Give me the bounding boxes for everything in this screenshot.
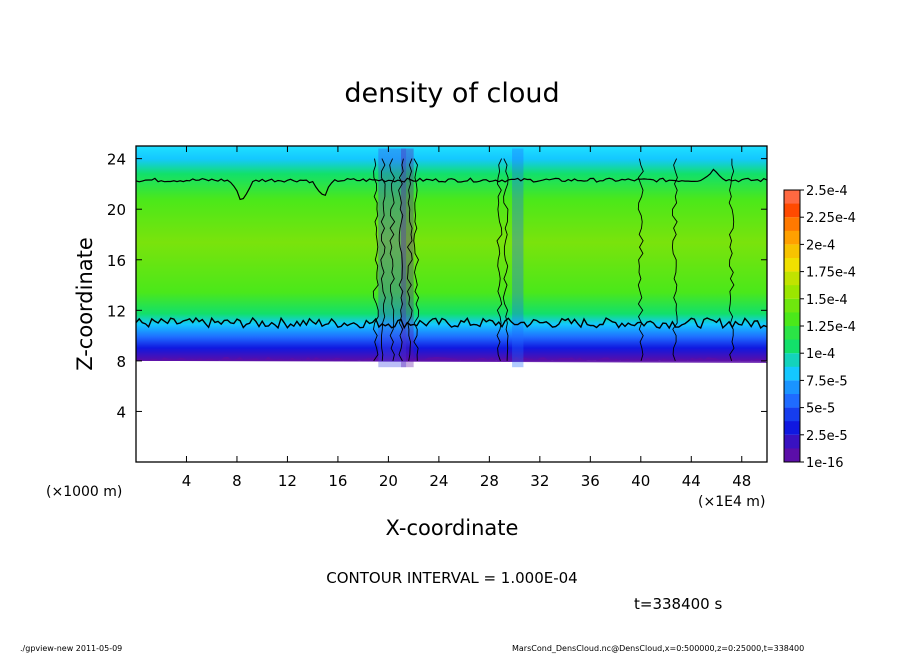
colorbar-subsegment bbox=[784, 298, 800, 313]
footer-right: MarsCond_DensCloud.nc@DensCloud,x=0:5000… bbox=[512, 644, 804, 653]
colorbar-subsegment bbox=[784, 271, 800, 286]
colorbar-label: 2.5e-5 bbox=[806, 429, 848, 444]
colorbar-label: 1.25e-4 bbox=[806, 320, 856, 335]
contour-line-lower bbox=[135, 316, 768, 330]
x-tick-label: 20 bbox=[379, 472, 398, 490]
colorbar-subsegment bbox=[784, 434, 800, 449]
colorbar-segment bbox=[784, 407, 800, 435]
disturbance-column bbox=[401, 148, 414, 368]
colorbar-label: 2.25e-4 bbox=[806, 211, 856, 226]
y-tick-label: 24 bbox=[107, 151, 126, 169]
x-tick-label: 12 bbox=[278, 472, 297, 490]
y-axis-ticks: 4 8 12 16 20 24 bbox=[107, 151, 767, 421]
y-tick-label: 12 bbox=[107, 302, 126, 320]
x-tick-label: 36 bbox=[581, 472, 600, 490]
contour-vertical-line bbox=[372, 158, 379, 362]
x-tick-label: 48 bbox=[732, 472, 751, 490]
plot-frame bbox=[135, 145, 768, 463]
x-axis-ticks: 4 8 12 16 20 24 28 32 36 40 44 48 bbox=[182, 146, 751, 490]
time-stamp-text: t=338400 s bbox=[634, 595, 722, 613]
colorbar-subsegment bbox=[784, 407, 800, 422]
colorbar-segment bbox=[784, 217, 800, 245]
colorbar-label: 1e-16 bbox=[806, 456, 844, 471]
colorbar-subsegment bbox=[784, 244, 800, 258]
colorbar-label: 1.5e-4 bbox=[806, 293, 848, 308]
colorbar-segment bbox=[784, 326, 800, 354]
colorbar-segment bbox=[784, 298, 800, 326]
cloud-base-edge bbox=[136, 356, 767, 363]
colorbar-segment bbox=[784, 244, 800, 272]
contour-vertical-line bbox=[728, 158, 735, 362]
x-tick-label: 24 bbox=[429, 472, 448, 490]
colorbar-subsegment bbox=[784, 217, 800, 231]
footer-left: ./gpview-new 2011-05-09 bbox=[20, 644, 122, 653]
colorbar-label: 7.5e-5 bbox=[806, 374, 848, 389]
x-tick-label: 40 bbox=[631, 472, 650, 490]
colorbar-label: 2e-4 bbox=[806, 238, 835, 253]
contour-vertical-line bbox=[502, 158, 509, 361]
y-tick-label: 8 bbox=[116, 353, 126, 371]
contour-vertical-line bbox=[637, 158, 644, 362]
x-tick-label: 8 bbox=[232, 472, 242, 490]
y-tick-label: 20 bbox=[107, 201, 126, 219]
contour-line-upper bbox=[135, 168, 768, 201]
x-tick-label: 32 bbox=[530, 472, 549, 490]
contour-interval-text: CONTOUR INTERVAL = 1.000E-04 bbox=[326, 569, 577, 587]
colorbar-subsegment bbox=[784, 326, 800, 340]
contour-vertical-line bbox=[406, 158, 413, 361]
colorbar-label: 1.75e-4 bbox=[806, 266, 856, 281]
contour-vertical-line bbox=[389, 158, 396, 362]
x-tick-label: 16 bbox=[328, 472, 347, 490]
contour-vertical-features bbox=[372, 158, 735, 362]
contour-vertical-line bbox=[413, 158, 420, 361]
x-unit-label: (×1E4 m) bbox=[698, 494, 765, 510]
contour-vertical-line bbox=[496, 158, 503, 362]
colorbar-subsegment bbox=[784, 353, 800, 367]
chart-title: density of cloud bbox=[344, 78, 559, 109]
x-tick-label: 4 bbox=[182, 472, 192, 490]
colorbar-segment bbox=[784, 353, 800, 381]
colorbar-segment bbox=[784, 380, 800, 408]
colorbar-segment bbox=[784, 434, 800, 462]
colorbar-subsegment bbox=[784, 380, 800, 394]
y-tick-label: 16 bbox=[107, 252, 126, 270]
colorbar-segment bbox=[784, 271, 800, 299]
contour-vertical-line bbox=[398, 158, 404, 362]
contour-vertical-line bbox=[671, 158, 678, 362]
colorbar-label: 1e-4 bbox=[806, 347, 835, 362]
colorbar-subsegment bbox=[784, 190, 800, 204]
y-tick-label: 4 bbox=[116, 403, 126, 421]
colorbar-label: 5e-5 bbox=[806, 402, 835, 417]
contour-vertical-line bbox=[380, 158, 386, 361]
y-unit-label: (×1000 m) bbox=[46, 484, 122, 500]
colorbar-label: 2.5e-4 bbox=[806, 184, 848, 199]
colorbar-segment bbox=[784, 190, 800, 218]
y-axis-label: Z-coordinate bbox=[73, 237, 97, 371]
x-tick-label: 44 bbox=[682, 472, 701, 490]
colorbar-frame bbox=[783, 189, 801, 463]
x-tick-label: 28 bbox=[480, 472, 499, 490]
x-axis-label: X-coordinate bbox=[386, 516, 519, 540]
colorbar: 1e-16 2.5e-5 5e-5 7.5e-5 1e-4 1.25e-4 1.5e-4 1.… bbox=[784, 184, 856, 471]
disturbance-column bbox=[512, 148, 524, 368]
